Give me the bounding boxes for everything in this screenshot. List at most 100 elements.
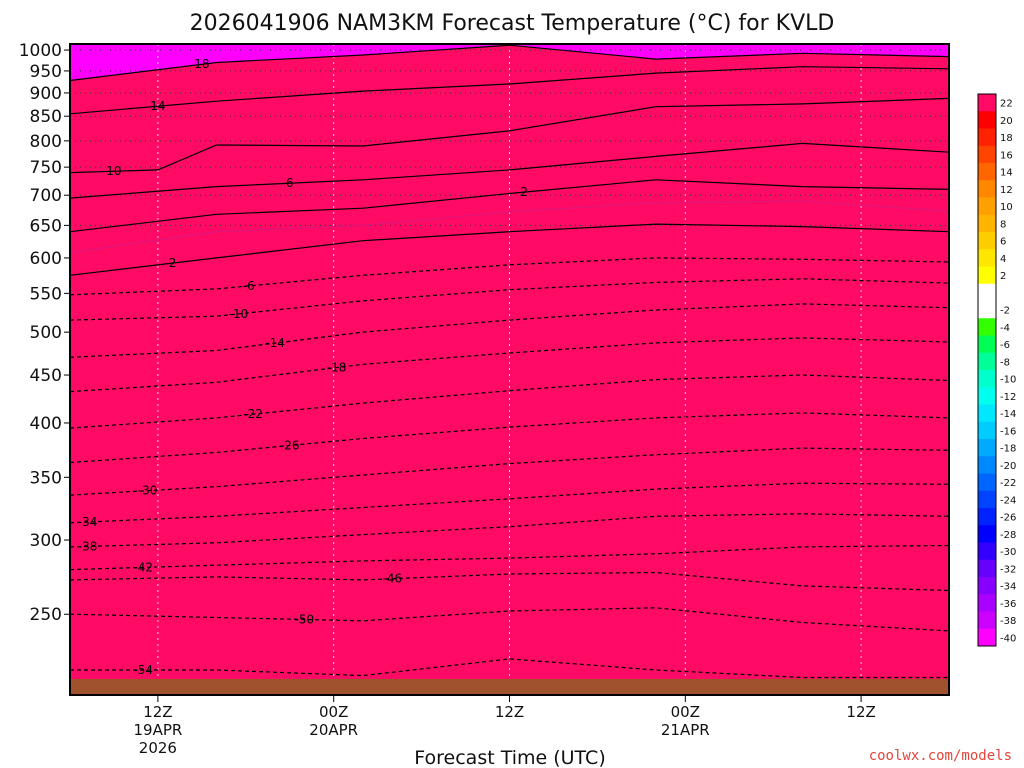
colorbar-swatch [978,128,996,147]
colorbar-swatch [978,370,996,388]
colorbar-label: -40 [1000,633,1016,644]
colorbar-swatch [978,525,996,543]
plot-area: -54 -50 -46 -42 -38 -34 -30 -26 -22 -18 -14 -10 -6 2 2… [69,43,950,696]
isotherm-label: -50 [295,612,315,626]
colorbar-label: 4 [1000,254,1006,265]
isotherm-label: 18 [194,57,209,71]
y-tick-label: 500 [30,323,62,343]
isotherm-line [69,66,950,115]
x-tick-label: 00Z [671,703,700,721]
x-tick-label: 12Z [846,703,875,721]
isotherm-label: -54 [133,663,153,677]
colorbar-swatch [978,197,996,216]
isotherm-label: 2 [520,185,528,199]
colorbar-label: -20 [1000,461,1016,472]
colorbar-label: -30 [1000,547,1016,558]
colorbar-swatch [978,352,996,371]
colorbar-swatch [978,94,996,112]
isotherm-line [69,97,950,174]
x-axis-title: Forecast Time (UTC) [414,747,605,768]
colorbar-swatch [978,318,996,336]
colorbar-swatch [978,594,996,612]
colorbar-swatch [978,180,996,198]
y-tick-label: 400 [30,414,62,434]
colorbar-swatch [978,249,996,267]
x-tick-label: 12Z [143,703,172,721]
colorbar-label: -16 [1000,426,1016,437]
x-tick-label: 20APR [309,721,358,739]
isotherm-contours [69,44,950,679]
colorbar-legend: 22 20 18 16 14 12 10 8 6 4 2 -2 -4 -6 -8 -10 -12 -14 -16 -1… [977,93,1016,647]
y-tick-label: 250 [30,605,62,625]
colorbar-swatch [978,439,996,457]
isotherm-label: -42 [133,560,153,574]
isotherm-label: -26 [280,438,300,452]
colorbar-label: -14 [1000,409,1016,420]
y-tick-label: 700 [30,186,62,206]
colorbar-label: -28 [1000,530,1016,541]
colorbar-swatch [978,301,996,319]
isotherm-label: -6 [243,279,255,293]
isotherm-labels: -54 -50 -46 -42 -38 -34 -30 -26 -22 -18 -14 -10 -6 2 2… [78,57,528,677]
colorbar-swatch [978,214,996,233]
colorbar-label: 6 [1000,237,1006,248]
isotherm-line [69,44,950,82]
ground-bar [70,679,949,695]
grid-lines [70,44,949,695]
colorbar-swatch [978,508,996,526]
colorbar-label: 8 [1000,219,1006,230]
y-tick-label: 900 [30,84,62,104]
colorbar-swatch [978,611,996,630]
colorbar-swatch [978,283,996,302]
isotherm-label: 6 [286,176,294,190]
colorbar-swatch [978,628,996,647]
colorbar-swatch [978,145,996,164]
y-tick-label: 300 [30,531,62,551]
colorbar-swatch [978,335,996,354]
colorbar-label: -6 [1000,340,1010,351]
y-tick-label: 1000 [19,41,62,61]
colorbar-swatch [978,421,996,440]
colorbar-label: -4 [1000,323,1010,334]
isotherm-label: -10 [229,307,249,321]
isotherm-label: 14 [150,99,165,113]
colorbar-swatch [978,163,996,181]
x-tick-label: 19APR [133,721,182,739]
y-axis: 250 300 350 400 450 500 550 600 650 700 750 800 850 9… [19,41,70,625]
colorbar-label: 14 [1000,168,1013,179]
isotherm-label: -46 [382,572,402,586]
isotherm-label: -14 [265,336,285,350]
isotherm-label: -18 [327,360,347,374]
colorbar-label: -26 [1000,513,1016,524]
colorbar-label: 10 [1000,202,1013,213]
colorbar-swatch [978,456,996,474]
colorbar-label: -12 [1000,392,1016,403]
colorbar-label: -10 [1000,375,1016,386]
colorbar-label: 2 [1000,271,1006,282]
colorbar-label: 16 [1000,150,1013,161]
y-tick-label: 950 [30,62,62,82]
credit-text: coolwx.com/models [869,748,1012,764]
x-tick-label: 12Z [495,703,524,721]
band-fill [70,45,949,695]
colorbar-frame [977,93,997,647]
colorbar-swatch [978,559,996,578]
colorbar-label: -8 [1000,357,1010,368]
colorbar-label: -22 [1000,478,1016,489]
isotherm-line [69,374,950,429]
colorbar-label: -32 [1000,564,1016,575]
colorbar-label: -36 [1000,599,1016,610]
colorbar-swatch [978,266,996,285]
isotherm-line [69,303,950,358]
colorbar-label: 18 [1000,133,1013,144]
colorbar-swatch [978,490,996,509]
colorbar-swatch [978,387,996,405]
colorbar-label: -38 [1000,616,1016,627]
isotherm-label: 2 [169,256,177,270]
y-tick-label: 750 [30,158,62,178]
colorbar-label: -2 [1000,306,1010,317]
isotherm-line [69,179,950,233]
y-tick-label: 450 [30,366,62,386]
